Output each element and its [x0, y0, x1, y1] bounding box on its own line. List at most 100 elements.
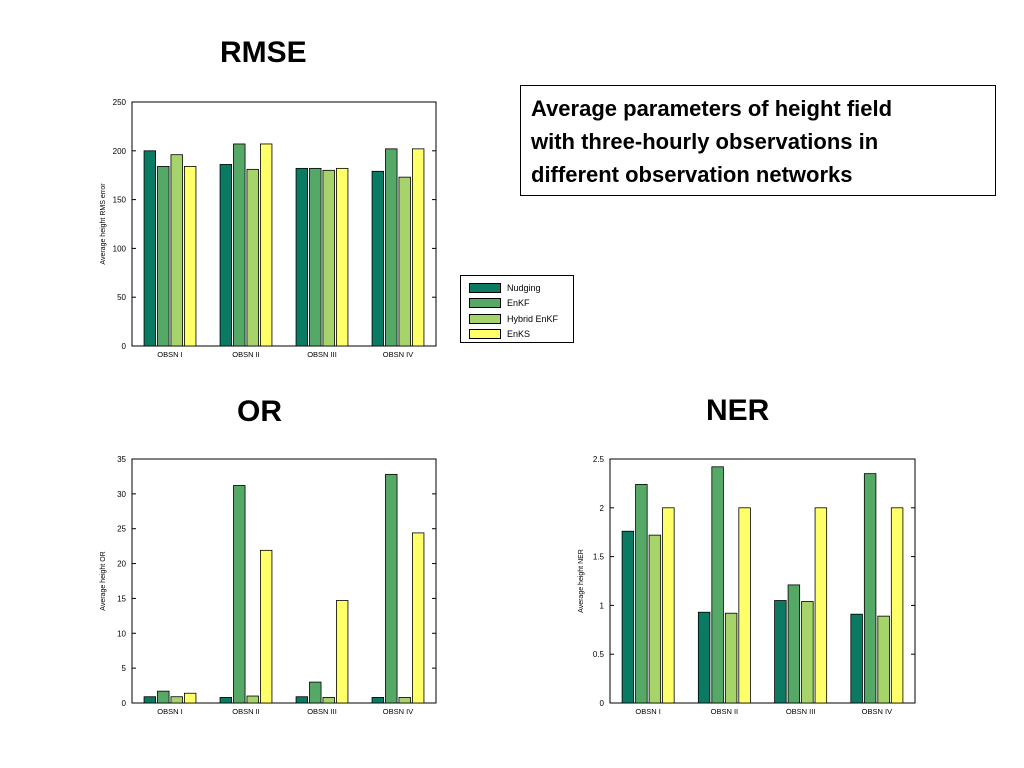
ner-xtick-label-obsn-ii: OBSN II [711, 707, 739, 716]
rmse-bar-enkf-obsn-iii [309, 167, 322, 347]
legend-item-enkf: EnKF [469, 296, 573, 312]
rmse-xtick-label-obsn-i: OBSN I [157, 350, 182, 359]
or-bar-nudging-obsn-iv [371, 697, 384, 704]
legend-item-hybrid-enkf: Hybrid EnKF [469, 311, 573, 327]
ner-xtick-label-obsn-i: OBSN I [635, 707, 660, 716]
rmse-xtick-label-obsn-ii: OBSN II [232, 350, 260, 359]
rmse-bar-enks-obsn-ii [259, 143, 273, 347]
or-ytick-label-5: 25 [117, 525, 126, 534]
rmse-bar-enkf-obsn-ii [233, 143, 246, 347]
or-ytick-label-0: 0 [122, 699, 127, 708]
rmse-bar-enks-obsn-iv [411, 148, 425, 347]
or-bar-hybrid-enkf-obsn-iii [322, 697, 335, 704]
or-xtick-label-obsn-ii: OBSN II [232, 707, 260, 716]
rmse-chart: 0 50 100 150 200 250 OBSN I OBSN II OBSN III OBSN… [100, 98, 437, 359]
rmse-ytick-label-4: 200 [113, 147, 127, 156]
or-bar-hybrid-enkf-obsn-iv [398, 697, 411, 704]
rmse-xtick-label-obsn-iv: OBSN IV [383, 350, 413, 359]
legend-swatch-enkf [469, 298, 501, 309]
ner-bar-nudging-obsn-ii [697, 611, 711, 704]
ner-bar-enkf-obsn-ii [711, 466, 724, 704]
or-xtick-label-obsn-i: OBSN I [157, 707, 182, 716]
ner-bar-nudging-obsn-i [621, 530, 635, 704]
ner-ytick-label-2: 1 [600, 601, 605, 610]
or-xtick-label-obsn-iii: OBSN III [307, 707, 337, 716]
legend-label-hybrid-enkf: Hybrid EnKF [507, 313, 559, 324]
or-bar-nudging-obsn-ii [219, 697, 233, 704]
rmse-bar-hybrid-enkf-obsn-i [170, 154, 183, 347]
description-line-1: Average parameters of height field [531, 96, 893, 121]
ner-bar-hybrid-enkf-obsn-iv [877, 615, 890, 704]
legend-label-enks: EnKS [507, 329, 531, 340]
or-ytick-label-1: 5 [122, 664, 127, 673]
or-bar-hybrid-enkf-obsn-ii [246, 695, 259, 704]
or-ytick-label-7: 35 [117, 455, 126, 464]
ner-ytick-label-0: 0 [600, 699, 605, 708]
or-chart: 0 5 10 15 20 25 30 35 OBSN I OBSN II OBSN III OBSN … [100, 455, 437, 716]
or-bar-enks-obsn-ii [259, 549, 273, 704]
ner-ytick-label-5: 2.5 [593, 455, 605, 464]
ner-bar-nudging-obsn-iii [774, 600, 787, 704]
ner-bar-enkf-obsn-i [635, 483, 648, 704]
rmse-bar-nudging-obsn-ii [219, 164, 233, 347]
legend-swatch-nudging [469, 282, 501, 293]
ner-xtick-label-obsn-iii: OBSN III [786, 707, 816, 716]
rmse-bar-enks-obsn-i [183, 166, 197, 347]
rmse-bar-nudging-obsn-iii [295, 167, 308, 347]
or-ytick-label-2: 10 [117, 629, 126, 638]
or-xtick-label-obsn-iv: OBSN IV [383, 707, 413, 716]
ner-bar-hybrid-enkf-obsn-i [648, 534, 662, 704]
or-ytick-label-4: 20 [117, 560, 126, 569]
ner-bar-enks-obsn-i [662, 507, 675, 704]
rmse-bar-nudging-obsn-i [143, 150, 157, 347]
rmse-bar-enkf-obsn-iv [385, 148, 398, 347]
or-y-axis-label: Average height OR [100, 551, 107, 610]
rmse-bar-hybrid-enkf-obsn-ii [246, 168, 259, 347]
ner-ytick-label-4: 2 [600, 504, 605, 513]
or-chart-title: OR [237, 395, 282, 428]
ner-bar-nudging-obsn-iv [850, 613, 863, 704]
or-bar-enks-obsn-iii [335, 600, 349, 704]
legend-item-nudging: Nudging [469, 280, 573, 296]
legend-label-enkf: EnKF [507, 298, 530, 309]
legend-swatch-hybrid-enkf [469, 313, 501, 324]
rmse-xtick-label-obsn-iii: OBSN III [307, 350, 337, 359]
ner-bar-enkf-obsn-iv [863, 473, 877, 704]
ner-bar-enks-obsn-iii [814, 507, 828, 704]
ner-chart-title: NER [706, 394, 770, 427]
rmse-ytick-label-3: 150 [113, 196, 127, 205]
rmse-bar-hybrid-enkf-obsn-iii [322, 169, 335, 347]
chart-legend: Nudging EnKF Hybrid EnKF EnKS [460, 275, 574, 343]
or-bar-nudging-obsn-i [143, 696, 157, 704]
or-bar-enkf-obsn-ii [233, 485, 246, 704]
or-bar-enkf-obsn-i [157, 690, 170, 704]
rmse-y-axis-label: Average height RMS error [100, 183, 107, 265]
ner-bar-enks-obsn-iv [890, 507, 904, 704]
or-bar-enkf-obsn-iii [309, 681, 322, 704]
ner-bar-enkf-obsn-iii [787, 584, 801, 704]
rmse-chart-title: RMSE [220, 36, 307, 69]
ner-bar-hybrid-enkf-obsn-iii [801, 601, 814, 704]
rmse-ytick-label-1: 50 [117, 293, 126, 302]
or-bar-nudging-obsn-iii [295, 696, 308, 704]
legend-item-enks: EnKS [469, 327, 573, 343]
ner-ytick-label-3: 1.5 [593, 553, 605, 562]
rmse-bar-enkf-obsn-i [157, 166, 170, 347]
rmse-bar-nudging-obsn-iv [371, 170, 384, 347]
or-ytick-label-3: 15 [117, 594, 126, 603]
ner-chart: 0 0.5 1 1.5 2 2.5 OBSN I OBSN II OBSN III OBSN IV… [578, 455, 916, 716]
description-box: Average parameters of height field with … [520, 85, 996, 196]
or-bar-enks-obsn-i [183, 692, 197, 704]
ner-y-axis-label: Average height NER [578, 549, 585, 613]
rmse-ytick-label-2: 100 [113, 244, 127, 253]
ner-ytick-label-1: 0.5 [593, 650, 605, 659]
rmse-ytick-label-0: 0 [122, 342, 127, 351]
legend-label-nudging: Nudging [507, 282, 541, 293]
or-ytick-label-6: 30 [117, 490, 126, 499]
description-line-2: with three-hourly observations in [531, 129, 879, 154]
or-bar-enkf-obsn-iv [385, 473, 398, 704]
legend-swatch-enks [469, 329, 501, 340]
ner-bar-enks-obsn-ii [738, 507, 751, 704]
rmse-ytick-label-5: 250 [113, 98, 127, 107]
